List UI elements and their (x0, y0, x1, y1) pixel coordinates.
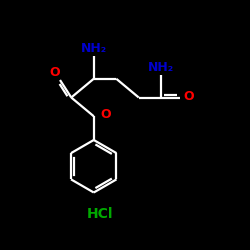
Text: O: O (100, 108, 110, 122)
Text: HCl: HCl (87, 207, 113, 221)
Text: O: O (183, 90, 194, 103)
Text: NH₂: NH₂ (81, 42, 107, 55)
Text: NH₂: NH₂ (148, 61, 174, 74)
Text: O: O (49, 66, 60, 79)
